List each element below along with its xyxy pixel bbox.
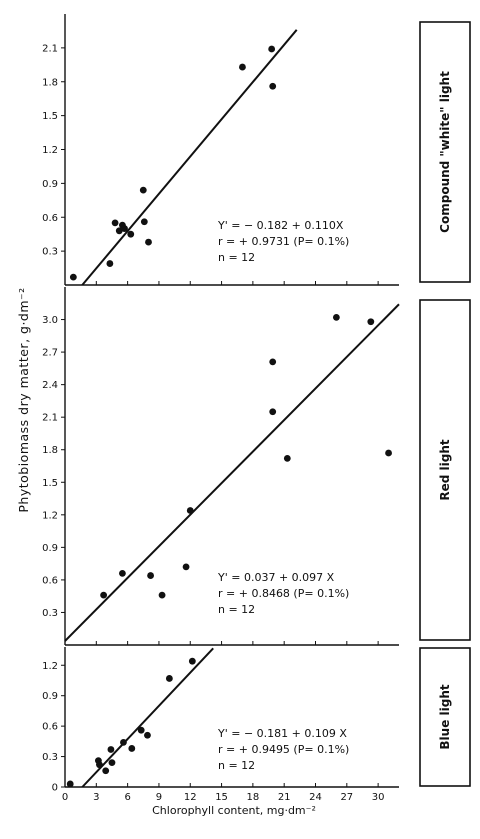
panel-label: Blue light bbox=[438, 684, 452, 749]
x-tick-label: 6 bbox=[124, 792, 130, 803]
data-point bbox=[268, 45, 276, 53]
y-tick-label: 1.5 bbox=[42, 478, 58, 489]
x-tick-label: 3 bbox=[93, 792, 99, 803]
y-tick-label: 1.8 bbox=[42, 445, 58, 456]
x-tick-label: 9 bbox=[156, 792, 162, 803]
data-point bbox=[120, 738, 127, 746]
fit-correlation: r = + 0.8468 (P= 0.1%) bbox=[218, 587, 349, 600]
y-tick-label: 0.6 bbox=[42, 575, 58, 586]
fit-n: n = 12 bbox=[218, 251, 255, 264]
data-point bbox=[108, 759, 116, 767]
panel-1: 0.3 0.6 0.9 1.2 1.5 1.8 2.1 Y' = − 0.182 + 0.11… bbox=[42, 14, 471, 286]
data-point bbox=[107, 746, 115, 753]
data-point bbox=[115, 227, 123, 235]
y-tick-label: 0.6 bbox=[42, 722, 58, 733]
y-tick-label: 1.8 bbox=[42, 77, 58, 88]
x-tick-label: 0 bbox=[62, 792, 68, 803]
data-point bbox=[165, 675, 173, 682]
panel-label: Red light bbox=[438, 439, 452, 501]
data-point bbox=[66, 780, 74, 788]
y-tick-label: 1.2 bbox=[42, 145, 58, 156]
panel-2: 0.3 0.6 0.9 1.2 1.5 1.8 2.1 2.4 2.7 3.0 Y' = 0.037… bbox=[42, 287, 471, 646]
y-tick-label: 2.4 bbox=[42, 380, 58, 391]
y-tick-label: 2.1 bbox=[42, 413, 58, 424]
data-point bbox=[137, 726, 145, 734]
fit-equation: Y' = − 0.182 + 0.110X bbox=[217, 219, 344, 232]
data-point bbox=[332, 313, 340, 321]
data-point bbox=[158, 591, 166, 599]
data-point bbox=[100, 591, 108, 599]
y-tick-label: 0.9 bbox=[42, 543, 58, 554]
fit-correlation: r = + 0.9495 (P= 0.1%) bbox=[218, 743, 349, 756]
y-tick-label: 2.1 bbox=[42, 43, 58, 54]
data-point bbox=[144, 731, 151, 739]
panel-label-box bbox=[419, 647, 471, 787]
regression-line bbox=[64, 303, 400, 642]
data-point bbox=[111, 219, 119, 227]
y-tick-label: 0.3 bbox=[42, 752, 58, 763]
fit-correlation: r = + 0.9731 (P= 0.1%) bbox=[218, 235, 349, 248]
data-point bbox=[102, 767, 110, 775]
data-point bbox=[385, 449, 392, 457]
data-point bbox=[186, 507, 194, 514]
data-point bbox=[269, 358, 277, 366]
panel-label-box bbox=[419, 21, 471, 283]
y-tick-label: 0.9 bbox=[42, 179, 58, 190]
fit-equation: Y' = − 0.181 + 0.109 X bbox=[217, 727, 347, 740]
x-axis-label: Chlorophyll content, mg·dm⁻² bbox=[152, 804, 316, 817]
data-point bbox=[182, 563, 190, 571]
y-tick-label: 0.9 bbox=[42, 691, 58, 702]
data-point bbox=[269, 82, 277, 90]
y-tick-label: 0.6 bbox=[42, 213, 58, 224]
y-tick-label: 3.0 bbox=[42, 315, 58, 326]
panel-label-box bbox=[419, 299, 471, 641]
data-point bbox=[96, 761, 103, 769]
y-tick-label: 1.2 bbox=[42, 510, 58, 521]
x-tick-label: 27 bbox=[340, 792, 353, 803]
data-point bbox=[239, 63, 246, 71]
y-tick-label: 0.3 bbox=[42, 247, 58, 258]
data-point bbox=[139, 186, 147, 194]
y-tick-label: 1.5 bbox=[42, 111, 58, 122]
data-point bbox=[121, 225, 128, 232]
x-tick-label: 12 bbox=[184, 792, 197, 803]
data-point bbox=[106, 260, 114, 267]
x-tick-label: 21 bbox=[278, 792, 291, 803]
panel-label: Compound "white" light bbox=[438, 71, 452, 233]
x-tick-label: 24 bbox=[309, 792, 322, 803]
fit-n: n = 12 bbox=[218, 759, 255, 772]
x-tick-label: 18 bbox=[247, 792, 260, 803]
y-axis-label: Phytobiomass dry matter, g·dm⁻² bbox=[16, 287, 31, 512]
data-point bbox=[140, 218, 148, 226]
data-point bbox=[283, 455, 291, 462]
x-tick-label: 15 bbox=[215, 792, 228, 803]
panel-3: 0 0.3 0.6 0.9 1.2 Y' = − 0.181 + 0.109 X r = +… bbox=[42, 647, 471, 794]
y-tick-label: 0 bbox=[52, 783, 58, 794]
x-tick-label: 30 bbox=[372, 792, 385, 803]
regression-line bbox=[81, 29, 298, 286]
data-point bbox=[188, 657, 196, 665]
regression-line bbox=[81, 647, 214, 788]
y-tick-label: 2.7 bbox=[42, 348, 58, 359]
data-point bbox=[69, 273, 77, 281]
data-point bbox=[147, 572, 154, 579]
y-tick-label: 0.3 bbox=[42, 608, 58, 619]
data-point bbox=[367, 318, 375, 326]
data-point bbox=[127, 230, 135, 238]
data-point bbox=[269, 408, 277, 416]
fit-n: n = 12 bbox=[218, 603, 255, 616]
data-point bbox=[128, 745, 136, 752]
data-point bbox=[119, 570, 126, 577]
y-tick-label: 1.2 bbox=[42, 661, 58, 672]
fit-equation: Y' = 0.037 + 0.097 X bbox=[217, 571, 335, 584]
data-point bbox=[145, 238, 152, 246]
